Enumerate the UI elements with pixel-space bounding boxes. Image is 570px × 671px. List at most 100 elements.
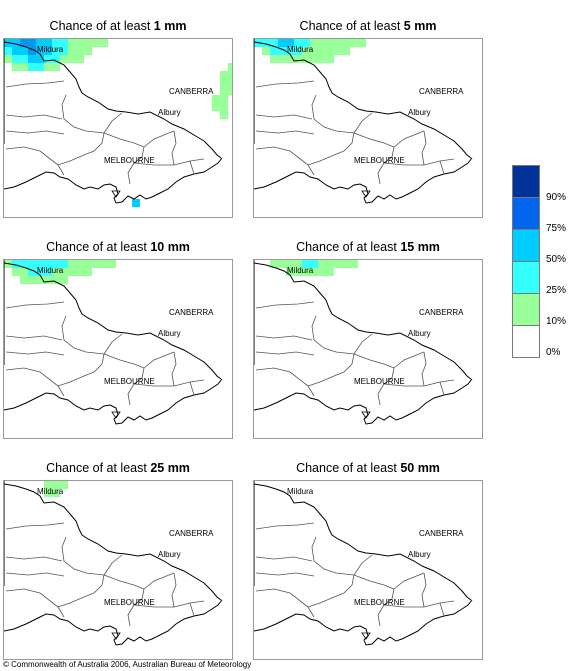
probability-cell	[84, 260, 92, 268]
district-boundary	[307, 132, 355, 166]
probability-cell	[310, 39, 318, 47]
copyright-notice: © Commonwealth of Australia 2006, Austra…	[3, 660, 252, 669]
probability-cell	[52, 47, 60, 55]
probability-cell	[28, 260, 36, 268]
probability-cell	[294, 260, 302, 268]
probability-cell	[100, 39, 108, 47]
probability-cell	[44, 268, 52, 276]
probability-cell	[44, 260, 52, 268]
district-boundary	[307, 353, 355, 387]
coastline	[4, 378, 223, 425]
probability-cell	[4, 47, 12, 55]
probability-cell	[28, 55, 36, 63]
probability-cell	[326, 268, 334, 276]
probability-cell	[228, 63, 232, 71]
coastline	[254, 378, 473, 425]
probability-cell	[220, 71, 228, 79]
district-boundary	[353, 112, 373, 134]
district-boundary	[57, 606, 65, 618]
murray-river-border	[4, 41, 222, 159]
town-label-albury: Albury	[158, 550, 181, 559]
probability-cell	[92, 260, 100, 268]
map-panel: Chance of at least 25 mm Mildura CANBERRA A…	[3, 460, 233, 670]
probability-cell	[286, 260, 294, 268]
panel-title-prefix: Chance of at least	[299, 19, 404, 33]
town-label-canberra: CANBERRA	[419, 529, 464, 538]
probability-cell	[28, 39, 36, 47]
district-boundary	[393, 130, 425, 148]
district-boundary	[133, 367, 145, 385]
district-boundary	[383, 600, 455, 608]
district-boundary	[171, 130, 177, 166]
probability-cell	[36, 276, 44, 284]
district-boundary	[5, 301, 65, 309]
district-boundary	[189, 602, 195, 617]
panel-title-amount: 1 mm	[153, 19, 187, 33]
probability-cell	[220, 103, 228, 111]
probability-cell	[60, 55, 68, 63]
probability-cell	[326, 55, 334, 63]
port-phillip-bay	[111, 411, 121, 419]
district-boundary	[143, 572, 175, 590]
probability-cell	[342, 47, 350, 55]
probability-cell	[36, 260, 44, 268]
port-phillip-bay	[361, 632, 371, 640]
probability-cell	[278, 39, 286, 47]
town-label-albury: Albury	[408, 550, 431, 559]
murray-river-border	[254, 262, 472, 380]
probability-cell	[302, 39, 310, 47]
probability-cell	[334, 39, 342, 47]
district-boundary	[307, 385, 315, 397]
district-boundary	[255, 335, 313, 341]
map-panel: Chance of at least 50 mm Mildura CANBERRA A…	[253, 460, 483, 670]
legend-swatch	[513, 166, 539, 198]
probability-legend: 90% 75% 50% 25% 10% 0%	[512, 165, 570, 365]
town-label-melbourne: MELBOURNE	[104, 156, 155, 165]
coastline	[254, 599, 473, 646]
panel-title-amount: 10 mm	[150, 240, 190, 254]
probability-cell	[220, 79, 228, 87]
probability-cell	[342, 39, 350, 47]
probability-cell	[76, 260, 84, 268]
district-boundary	[393, 572, 425, 590]
panel-title: Chance of at least 5 mm	[253, 18, 483, 34]
panel-title-prefix: Chance of at least	[46, 461, 151, 475]
probability-cell	[12, 260, 20, 268]
probability-cell	[326, 39, 334, 47]
probability-cell	[20, 276, 28, 284]
district-boundary	[5, 556, 63, 562]
probability-cell	[262, 39, 270, 47]
district-boundary	[103, 554, 123, 576]
district-boundary	[421, 130, 427, 166]
panel-title-amount: 5 mm	[403, 19, 437, 33]
probability-cell	[302, 260, 310, 268]
legend-swatch	[513, 230, 539, 262]
legend-label: 25%	[546, 285, 567, 296]
probability-cell	[108, 260, 116, 268]
district-boundary	[439, 602, 445, 617]
panel-title: Chance of at least 50 mm	[253, 460, 483, 476]
district-boundary	[127, 604, 135, 627]
legend-swatch	[513, 326, 539, 357]
town-label-mildura: Mildura	[37, 487, 64, 496]
town-label-canberra: CANBERRA	[419, 87, 464, 96]
probability-cell	[228, 71, 232, 79]
probability-cell	[44, 39, 52, 47]
probability-cell	[326, 47, 334, 55]
district-boundary	[5, 146, 59, 166]
probability-cell	[36, 55, 44, 63]
district-boundary	[103, 132, 145, 148]
probability-cell	[52, 39, 60, 47]
district-boundary	[383, 588, 395, 606]
probability-cell	[12, 39, 20, 47]
district-boundary	[133, 146, 145, 164]
probability-cell	[4, 55, 12, 63]
town-label-canberra: CANBERRA	[169, 87, 214, 96]
map-svg: Mildura CANBERRA Albury MELBOURNE	[254, 481, 473, 646]
probability-cell	[60, 260, 68, 268]
probability-cell	[334, 47, 342, 55]
probability-cell	[76, 39, 84, 47]
probability-cell	[52, 481, 60, 489]
map-svg: Mildura CANBERRA Albury MELBOURNE	[254, 39, 473, 204]
district-boundary	[143, 351, 175, 369]
